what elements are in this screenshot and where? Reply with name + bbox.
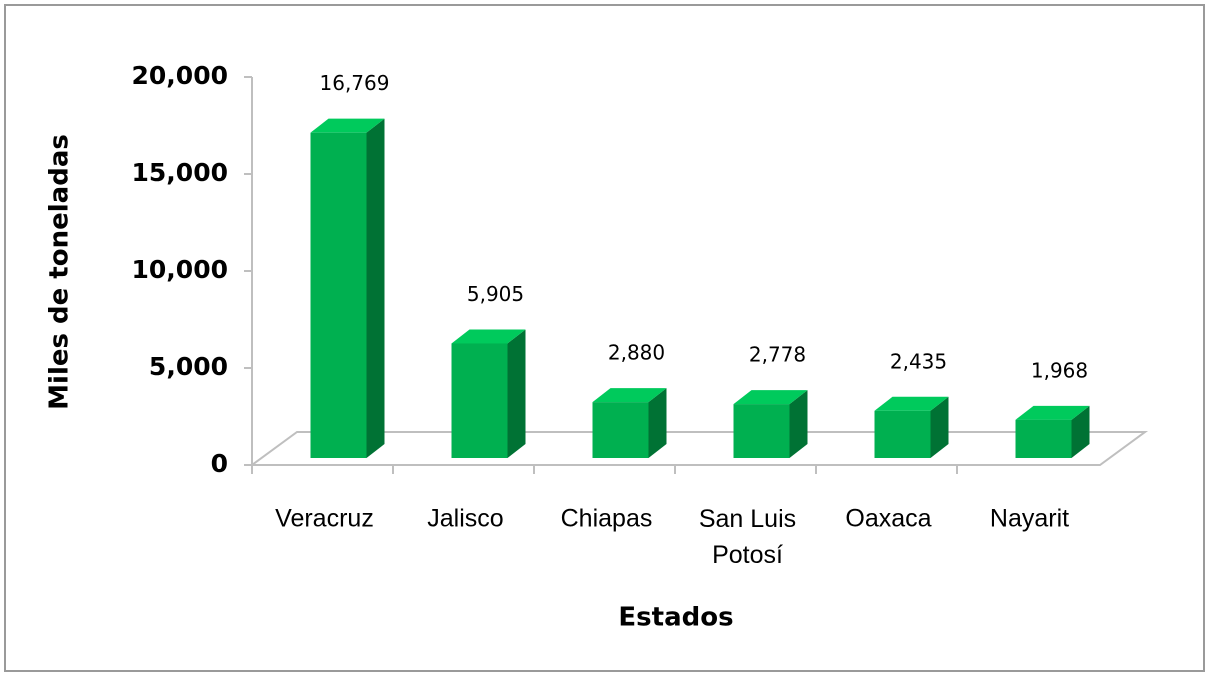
bar-side: [507, 329, 526, 458]
value-label: 1,968: [1031, 358, 1088, 382]
y-tick-label: 15,000: [132, 158, 228, 187]
bar-side: [1071, 405, 1090, 458]
value-label: 2,435: [890, 349, 947, 373]
bar: [451, 343, 508, 458]
floor: [248, 431, 1149, 466]
bar-top: [733, 390, 808, 405]
x-tick-label: Veracruz: [275, 505, 374, 533]
bar-top: [310, 118, 385, 133]
x-axis-title: Estados: [618, 603, 733, 633]
x-tick-label: Oaxaca: [845, 505, 931, 533]
chart-border: [4, 4, 1205, 672]
bar-side: [930, 396, 949, 458]
bar: [1015, 419, 1072, 458]
bar: [733, 404, 790, 458]
bar-side: [366, 118, 385, 458]
bar: [310, 132, 367, 458]
y-axis-title: Miles de toneladas: [45, 134, 75, 410]
x-tick-label: Chiapas: [561, 505, 653, 533]
bar-top: [874, 396, 949, 411]
y-tick-label: 10,000: [132, 255, 228, 284]
x-tick-label-line: Potosí: [712, 541, 783, 569]
x-tick-label: Jalisco: [427, 505, 503, 533]
value-label: 16,769: [320, 71, 390, 95]
y-tick-label: 20,000: [132, 61, 228, 90]
value-label: 5,905: [467, 282, 524, 306]
y-tick-label: 0: [211, 449, 228, 478]
bar: [592, 402, 649, 458]
y-tick-label: 5,000: [149, 352, 228, 381]
bar-side: [789, 390, 808, 458]
bar-top: [592, 388, 667, 403]
value-label: 2,880: [608, 341, 665, 365]
x-tick-label: San Luis Potosí: [699, 505, 796, 569]
x-tick-label-line: San Luis: [699, 505, 796, 533]
bar-top: [451, 329, 526, 344]
bar-top: [1015, 405, 1090, 420]
bar: [874, 410, 931, 458]
value-label: 2,778: [749, 343, 806, 367]
bar-side: [648, 388, 667, 458]
x-tick-label: Nayarit: [990, 505, 1069, 533]
